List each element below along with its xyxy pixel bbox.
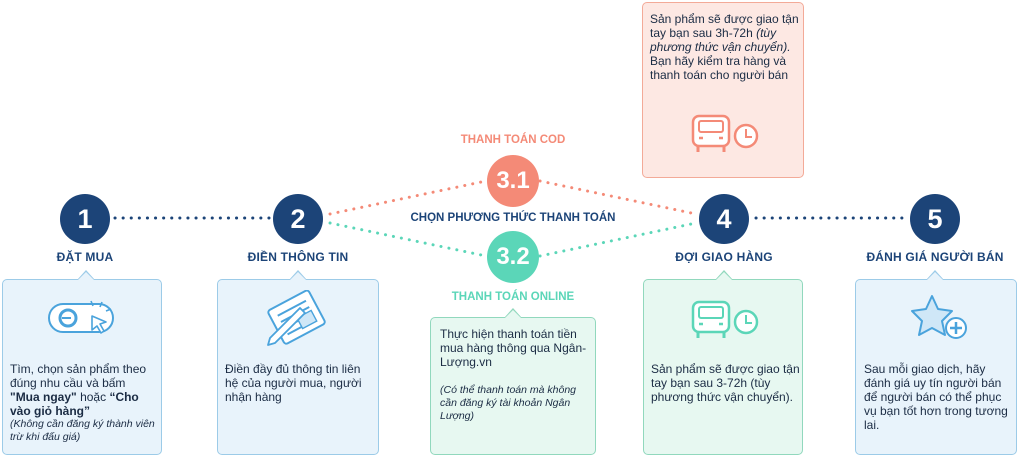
step-2-circle: 2: [273, 194, 323, 244]
step-1-circle: 1: [60, 194, 110, 244]
order-buy-now: "Mua ngay": [10, 390, 77, 404]
step-5-label: ĐÁNH GIÁ NGƯỜI BÁN: [866, 250, 1004, 264]
step-2-label: ĐIỀN THÔNG TIN: [247, 250, 349, 264]
step-4-circle: 4: [699, 194, 749, 244]
delivery-box-caret-fill: [716, 272, 732, 280]
review-box-caret-fill: [927, 272, 943, 280]
cod-text-post: Bạn hãy kiểm tra hàng và thanh toán cho …: [650, 54, 789, 82]
step-5-circle: 5: [910, 194, 960, 244]
step-3-1-circle: 3.1: [487, 155, 539, 207]
truck-clock-icon-delivery: [691, 300, 759, 338]
cod-text-pre: Sản phẩm sẽ được giao tận tay bạn sau 3h…: [650, 12, 799, 40]
online-label: THANH TOÁN ONLINE: [451, 291, 575, 303]
online-box: [430, 317, 596, 455]
search-click-icon: [48, 300, 114, 334]
step-4-label: ĐỢI GIAO HÀNG: [675, 250, 773, 264]
order-text-mid: hoặc: [76, 390, 110, 404]
cod-label: THANH TOÁN COD: [460, 134, 566, 146]
order-text-pre: Tìm, chọn sản phẩm theo đúng nhu cầu và …: [10, 362, 147, 390]
cod-box-text: Sản phẩm sẽ được giao tận tay bạn sau 3h…: [650, 12, 800, 82]
order-add-to-cart: “Cho vào giỏ hàng”: [10, 390, 139, 418]
review-box-text: Sau mỗi giao dịch, hãy đánh giá uy tín n…: [864, 362, 1008, 432]
payment-method-label: CHỌN PHƯƠNG THỨC THANH TOÁN: [403, 212, 623, 224]
online-box-note: (Có thể thanh toán mà không cần đăng ký …: [440, 384, 577, 422]
online-box-text: Thực hiện thanh toán tiền mua hàng thông…: [440, 327, 587, 369]
info-box-caret-fill: [290, 272, 306, 280]
order-box-caret-fill: [78, 272, 94, 280]
truck-clock-icon-cod: [691, 114, 759, 152]
star-plus-icon: [911, 295, 967, 339]
step-3-2-circle: 3.2: [487, 231, 539, 283]
info-box-text: Điền đầy đủ thông tin liên hệ của người …: [225, 362, 362, 404]
online-box-caret-fill: [505, 310, 521, 318]
order-box-text: Tìm, chọn sản phẩm theo đúng nhu cầu và …: [10, 362, 158, 418]
order-box-note: (Không cần đăng ký thành viên trừ khi đấ…: [10, 418, 155, 443]
step-1-label: ĐẶT MUA: [56, 250, 114, 264]
delivery-box-text: Sản phẩm sẽ được giao tận tay bạn sau 3-…: [651, 362, 800, 404]
cod-text-italic: (tùy phương thức vận chuyển).: [650, 26, 791, 54]
form-document-icon: [267, 290, 326, 346]
